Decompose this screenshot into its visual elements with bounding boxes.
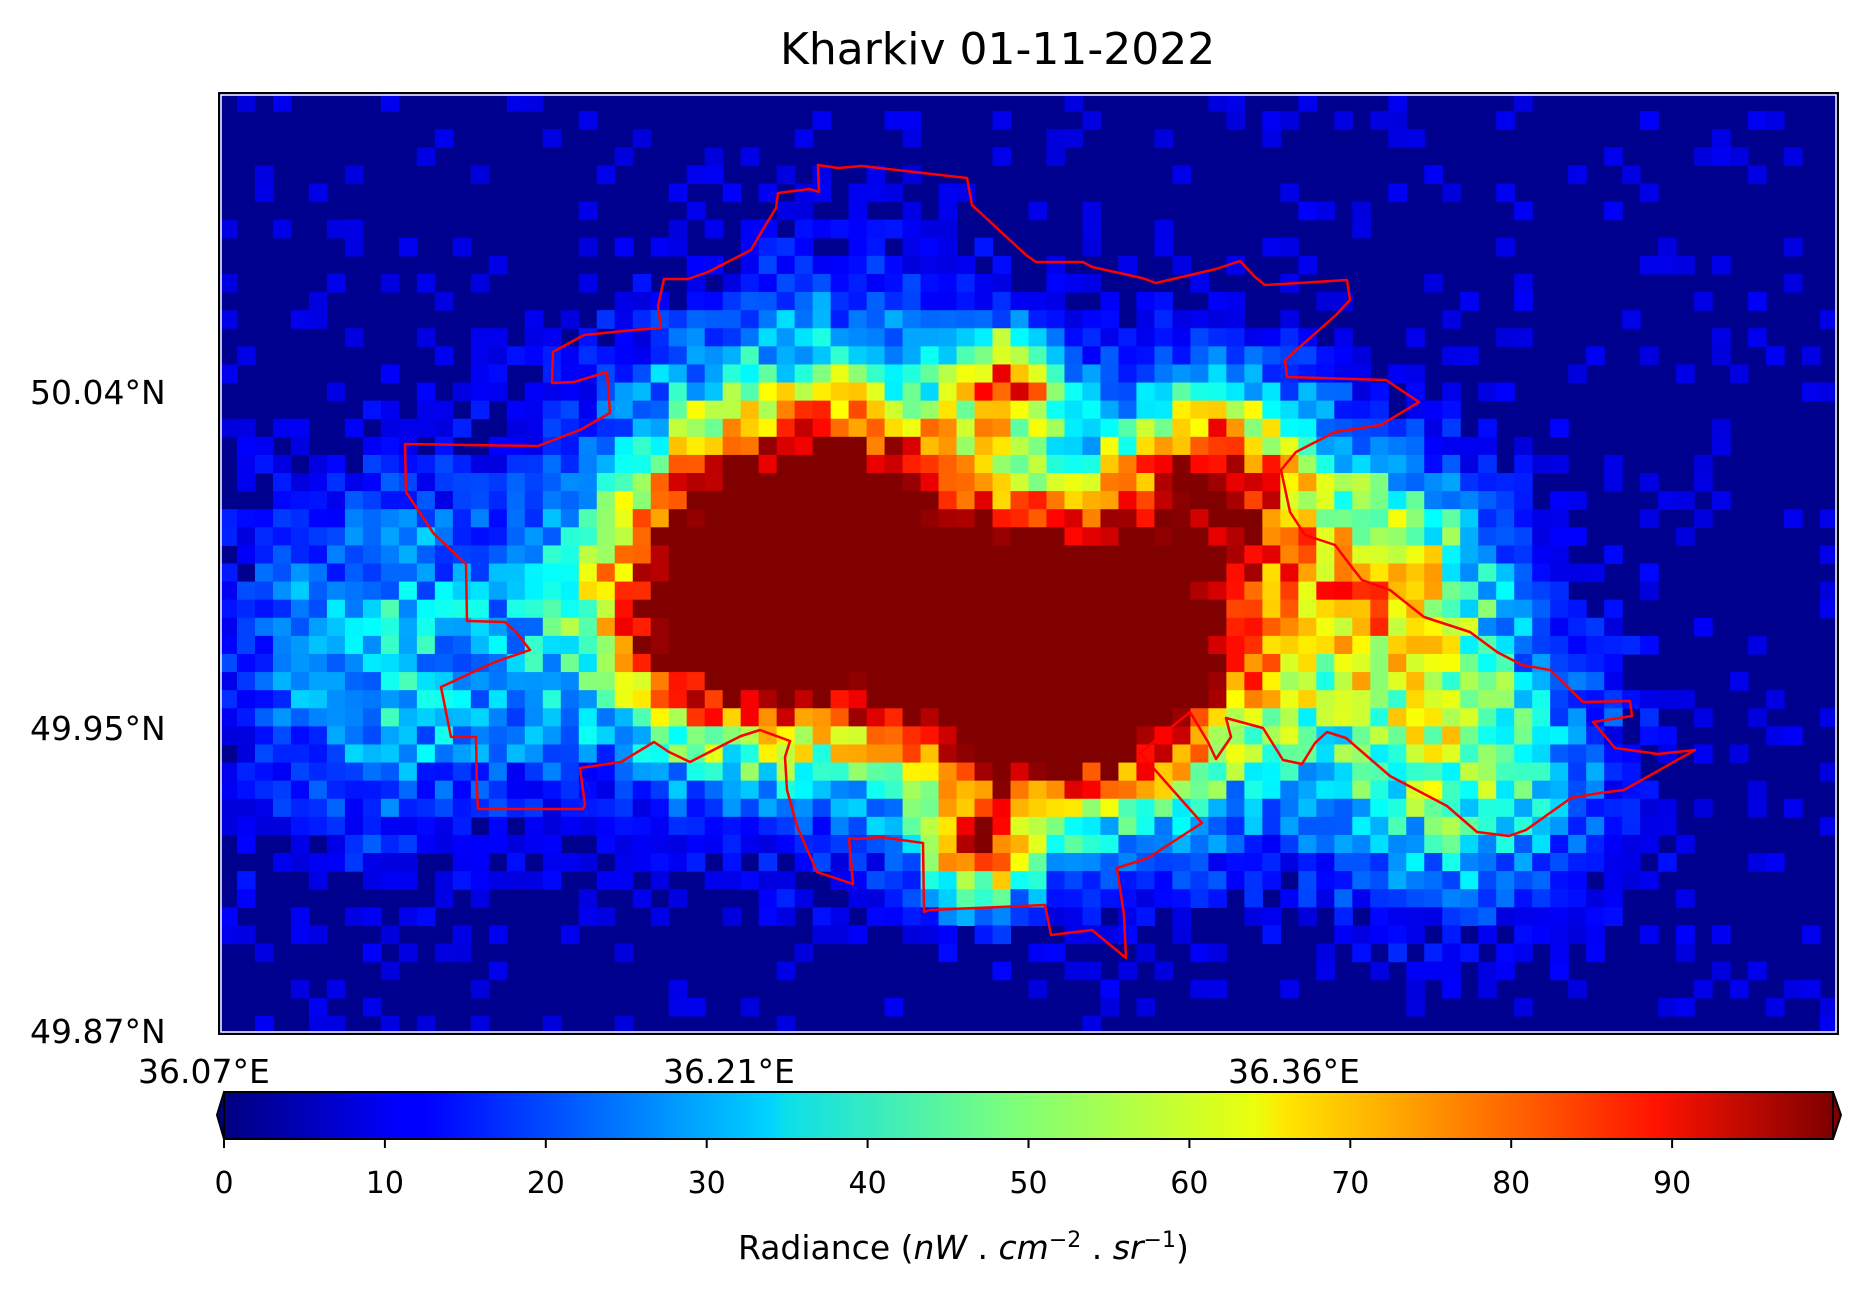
lon-tick-label: 36.21°E xyxy=(663,1052,795,1091)
colorbar-tick-label: 90 xyxy=(1653,1166,1692,1201)
colorbar-extend-high xyxy=(1832,1091,1843,1140)
colorbar-gradient xyxy=(223,1091,1834,1140)
city-boundary xyxy=(403,163,1697,960)
colorbar-tick-label: 80 xyxy=(1492,1166,1531,1201)
lat-tick-label: 50.04°N xyxy=(30,373,166,412)
colorbar-tick-label: 0 xyxy=(214,1166,234,1201)
colorbar-extend-low xyxy=(215,1091,225,1140)
colorbar-tick-label: 50 xyxy=(1009,1166,1048,1201)
colorbar-tick-label: 60 xyxy=(1170,1166,1209,1201)
lon-tick-label: 36.36°E xyxy=(1228,1052,1360,1091)
lat-tick-label: 49.87°N xyxy=(30,1012,166,1051)
colorbar-tick-label: 10 xyxy=(365,1166,404,1201)
lon-tick-label: 36.07°E xyxy=(138,1052,270,1091)
radiance-pixels xyxy=(219,93,1838,1034)
map-title: Kharkiv 01-11-2022 xyxy=(780,24,1216,75)
lat-tick-label: 49.95°N xyxy=(30,709,166,748)
colorbar xyxy=(215,1091,1843,1148)
colorbar-tick-label: 20 xyxy=(526,1166,565,1201)
colorbar-tick-label: 70 xyxy=(1331,1166,1370,1201)
map-frame xyxy=(218,92,1839,1035)
colorbar-label: Radiance (nW . cm−2 . sr−1) xyxy=(738,1228,1189,1267)
colorbar-tick-label: 40 xyxy=(848,1166,887,1201)
colorbar-tick-label: 30 xyxy=(687,1166,726,1201)
